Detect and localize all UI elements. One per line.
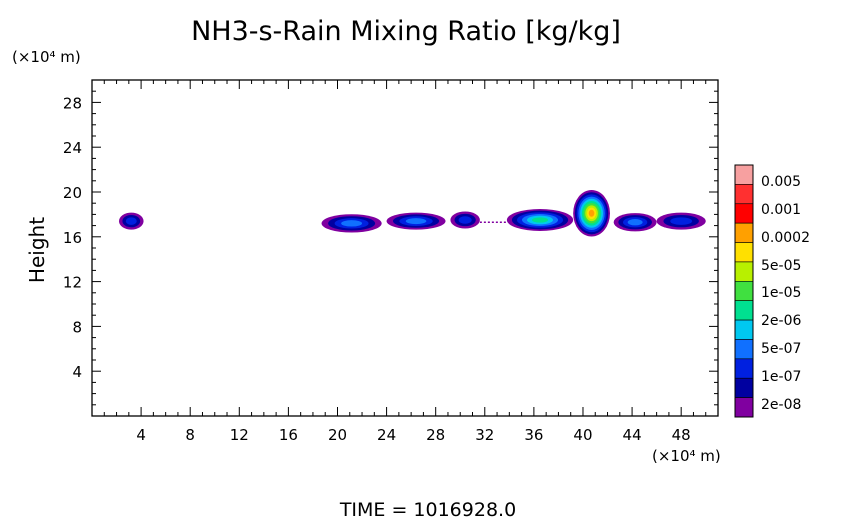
y-tick-label: 12 [63,274,82,292]
colorbar-frame [734,164,754,418]
colorbar-swatch [734,358,754,379]
y-unit-label: (×10⁴ m) [12,48,81,66]
mixing-ratio-field [119,190,706,237]
colorbar-label: 5e-05 [761,258,801,274]
x-tick-label: 40 [573,426,592,444]
x-tick-label: 32 [475,426,494,444]
contour-fill [627,219,643,226]
colorbar-swatch [734,397,754,418]
colorbar-swatch [734,261,754,282]
y-tick-label: 4 [72,363,82,381]
contour-fill [125,217,137,225]
x-tick-label: 20 [328,426,347,444]
time-label: TIME = 1016928.0 [339,499,516,519]
y-tick-label: 20 [63,184,82,202]
contour-fill [670,217,693,225]
colorbar-swatch [734,281,754,301]
colorbar-swatch [734,377,754,398]
contour-fill [588,209,595,217]
x-tick-label: 4 [136,426,146,444]
colorbar-swatch [734,222,754,243]
x-tick-label: 12 [230,426,249,444]
colorbar-swatch [734,319,754,340]
contour-fill [531,217,549,223]
y-tick-label: 16 [63,229,82,247]
colorbar: 0.005 0.001 0.0002 5e-05 1e-05 2e-06 5e-07 1e-0… [734,164,810,418]
colorbar-swatch [734,203,754,224]
colorbar-label: 2e-06 [761,313,801,329]
colorbar-swatch [734,184,754,205]
colorbar-label: 2e-08 [761,397,801,413]
colorbar-swatch [734,300,754,321]
x-tick-label: 24 [377,426,396,444]
colorbar-label: 0.005 [761,174,801,190]
contour-fill [458,216,472,224]
x-tick-label: 28 [426,426,445,444]
contour-fill [405,218,427,225]
x-tick-label: 36 [524,426,543,444]
y-tick-label: 28 [63,94,82,112]
chart-title: NH3-s-Rain Mixing Ratio [kg/kg] [191,16,621,47]
x-tick-label: 8 [185,426,195,444]
colorbar-label: 0.001 [761,202,801,218]
x-tick-label: 16 [279,426,298,444]
y-axis-label: Height [25,217,49,283]
colorbar-swatch [734,339,754,360]
plot-frame [91,79,719,417]
plot-background [92,80,718,416]
y-tick-label: 24 [63,139,82,157]
colorbar-label: 1e-05 [761,285,801,301]
colorbar-swatch [734,164,754,185]
colorbar-label: 0.0002 [761,230,810,246]
colorbar-label: 1e-07 [761,369,801,385]
y-tick-label: 8 [72,318,82,336]
contour-fill [341,220,363,227]
x-unit-label: (×10⁴ m) [652,447,721,465]
x-tick-label: 48 [672,426,691,444]
colorbar-label: 5e-07 [761,341,801,357]
colorbar-swatch [734,242,754,263]
x-tick-label: 44 [623,426,642,444]
